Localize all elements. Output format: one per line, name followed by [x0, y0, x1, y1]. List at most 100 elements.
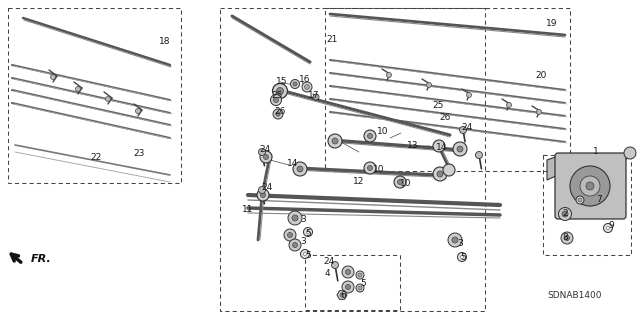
Circle shape	[291, 79, 300, 88]
Circle shape	[297, 166, 303, 172]
Text: 24: 24	[461, 123, 472, 132]
Circle shape	[340, 293, 344, 297]
Text: 14: 14	[436, 144, 447, 152]
Text: 2: 2	[562, 210, 568, 219]
Circle shape	[106, 97, 111, 101]
Text: SDNAB1400: SDNAB1400	[547, 292, 602, 300]
Text: 1: 1	[593, 147, 599, 157]
Circle shape	[562, 211, 568, 217]
Circle shape	[448, 233, 462, 247]
Circle shape	[328, 134, 342, 148]
Circle shape	[394, 176, 406, 188]
Text: 10: 10	[400, 179, 412, 188]
Circle shape	[467, 93, 472, 98]
Circle shape	[453, 142, 467, 156]
Text: 21: 21	[326, 35, 337, 44]
Circle shape	[302, 82, 312, 92]
Circle shape	[332, 138, 338, 144]
Circle shape	[426, 83, 431, 87]
Circle shape	[367, 166, 372, 170]
Text: 5: 5	[360, 278, 365, 287]
Text: 25: 25	[432, 100, 444, 109]
Circle shape	[356, 271, 364, 279]
Circle shape	[586, 182, 594, 190]
Circle shape	[51, 75, 56, 79]
Circle shape	[506, 102, 511, 108]
Circle shape	[358, 286, 362, 290]
Text: 24: 24	[261, 183, 272, 192]
Circle shape	[461, 256, 463, 258]
Circle shape	[293, 82, 297, 86]
Circle shape	[346, 270, 351, 275]
Text: 22: 22	[90, 153, 101, 162]
Circle shape	[271, 94, 282, 106]
Text: 24: 24	[323, 257, 334, 266]
Circle shape	[260, 151, 272, 163]
Text: 16: 16	[299, 76, 310, 85]
Circle shape	[276, 87, 284, 94]
Circle shape	[397, 180, 403, 184]
Text: 5: 5	[305, 250, 311, 259]
Text: 10: 10	[377, 128, 388, 137]
Circle shape	[292, 215, 298, 221]
Circle shape	[264, 154, 269, 160]
Circle shape	[305, 85, 310, 90]
Circle shape	[273, 109, 283, 119]
Circle shape	[564, 235, 570, 241]
Text: 12: 12	[353, 176, 364, 186]
Circle shape	[257, 189, 269, 201]
Text: 25: 25	[271, 92, 282, 100]
Circle shape	[433, 167, 447, 181]
Circle shape	[288, 211, 302, 225]
Circle shape	[342, 281, 354, 293]
Circle shape	[332, 262, 339, 269]
Circle shape	[452, 237, 458, 243]
Circle shape	[307, 231, 310, 234]
Circle shape	[259, 187, 266, 194]
Text: 17: 17	[308, 91, 319, 100]
Circle shape	[576, 196, 584, 204]
Circle shape	[342, 266, 354, 278]
Circle shape	[570, 166, 610, 206]
Circle shape	[367, 133, 372, 138]
Circle shape	[457, 146, 463, 152]
Circle shape	[458, 253, 467, 262]
Circle shape	[287, 233, 292, 238]
Circle shape	[292, 242, 298, 248]
Text: 5: 5	[460, 253, 466, 262]
Text: 10: 10	[373, 166, 385, 174]
Polygon shape	[547, 156, 558, 180]
Bar	[543, 155, 631, 255]
Text: 18: 18	[159, 38, 170, 47]
Circle shape	[433, 140, 445, 152]
Circle shape	[259, 149, 266, 155]
Text: 14: 14	[287, 159, 298, 167]
Text: 3: 3	[457, 239, 463, 248]
Circle shape	[580, 176, 600, 196]
Text: 9: 9	[608, 220, 614, 229]
Text: 13: 13	[407, 142, 419, 151]
Circle shape	[313, 94, 319, 100]
Text: 19: 19	[546, 19, 557, 28]
Circle shape	[536, 109, 541, 115]
Circle shape	[607, 226, 609, 229]
Text: 24: 24	[259, 145, 270, 154]
Circle shape	[346, 285, 351, 290]
Circle shape	[358, 273, 362, 277]
Text: 23: 23	[133, 150, 145, 159]
Text: 3: 3	[300, 216, 306, 225]
Circle shape	[460, 127, 467, 133]
Text: 3: 3	[300, 238, 306, 247]
Text: 8: 8	[562, 234, 568, 242]
Circle shape	[284, 229, 296, 241]
Bar	[325, 8, 570, 171]
Circle shape	[273, 84, 287, 99]
Text: 26: 26	[274, 107, 285, 115]
Text: 20: 20	[535, 71, 547, 80]
Text: 15: 15	[276, 77, 287, 85]
Circle shape	[356, 284, 364, 292]
Circle shape	[276, 112, 280, 116]
Circle shape	[561, 232, 573, 244]
FancyBboxPatch shape	[555, 153, 626, 219]
Text: 5: 5	[305, 229, 311, 239]
